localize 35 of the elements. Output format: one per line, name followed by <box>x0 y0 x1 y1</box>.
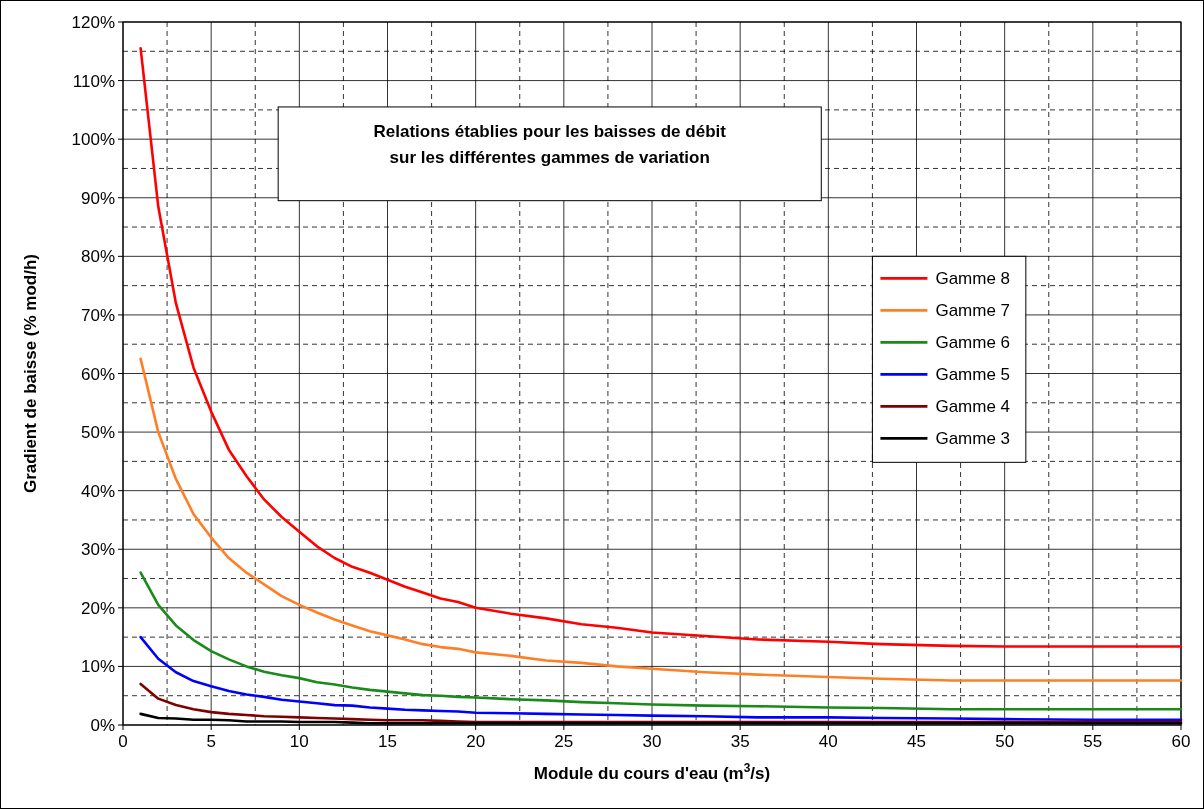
y-tick-label: 90% <box>80 188 115 208</box>
x-tick-label: 55 <box>1083 732 1103 751</box>
y-tick-label: 20% <box>80 598 115 618</box>
y-tick-label: 70% <box>80 305 115 325</box>
x-axis-title: Module du cours d'eau (m$^{3}$/s) <box>533 761 771 783</box>
x-tick-label: 10 <box>289 732 309 751</box>
legend-label: Gamme 8 <box>935 269 1011 289</box>
x-tick-label: 30 <box>642 732 662 751</box>
legend-label: Gamme 7 <box>935 301 1011 321</box>
y-tick-label: 0% <box>90 716 115 735</box>
y-tick-label: 100% <box>71 130 115 150</box>
x-tick-label: 20 <box>466 732 486 751</box>
x-tick-label: 0 <box>118 732 128 751</box>
y-tick-label: 110% <box>72 71 115 91</box>
y-tick-label: 60% <box>80 364 115 384</box>
x-tick-label: 60 <box>1171 732 1191 751</box>
x-tick-label: 35 <box>730 732 750 751</box>
x-tick-label: 25 <box>554 732 574 751</box>
x-tick-label: 50 <box>995 732 1015 751</box>
y-tick-label: 10% <box>80 657 115 677</box>
x-tick-label: 40 <box>818 732 838 751</box>
y-axis-title: Gradient de baisse (% mod/h) <box>21 254 40 493</box>
legend-label: Gamme 3 <box>935 429 1011 449</box>
x-tick-label: 45 <box>907 732 926 751</box>
x-tick-label: 15 <box>378 732 397 751</box>
legend-label: Gamme 5 <box>935 365 1011 385</box>
legend-label: Gamme 4 <box>935 397 1011 417</box>
title-box: Relations établies pour les baisses de débit sur les différentes gammes de variation <box>277 106 822 202</box>
y-tick-label: 120% <box>71 13 115 32</box>
y-tick-label: 80% <box>80 247 115 267</box>
y-tick-label: 50% <box>80 423 115 443</box>
y-tick-label: 40% <box>80 481 115 501</box>
legend-label: Gamme 6 <box>935 333 1011 353</box>
x-tick-label: 5 <box>206 732 216 751</box>
y-tick-label: 30% <box>80 540 115 560</box>
